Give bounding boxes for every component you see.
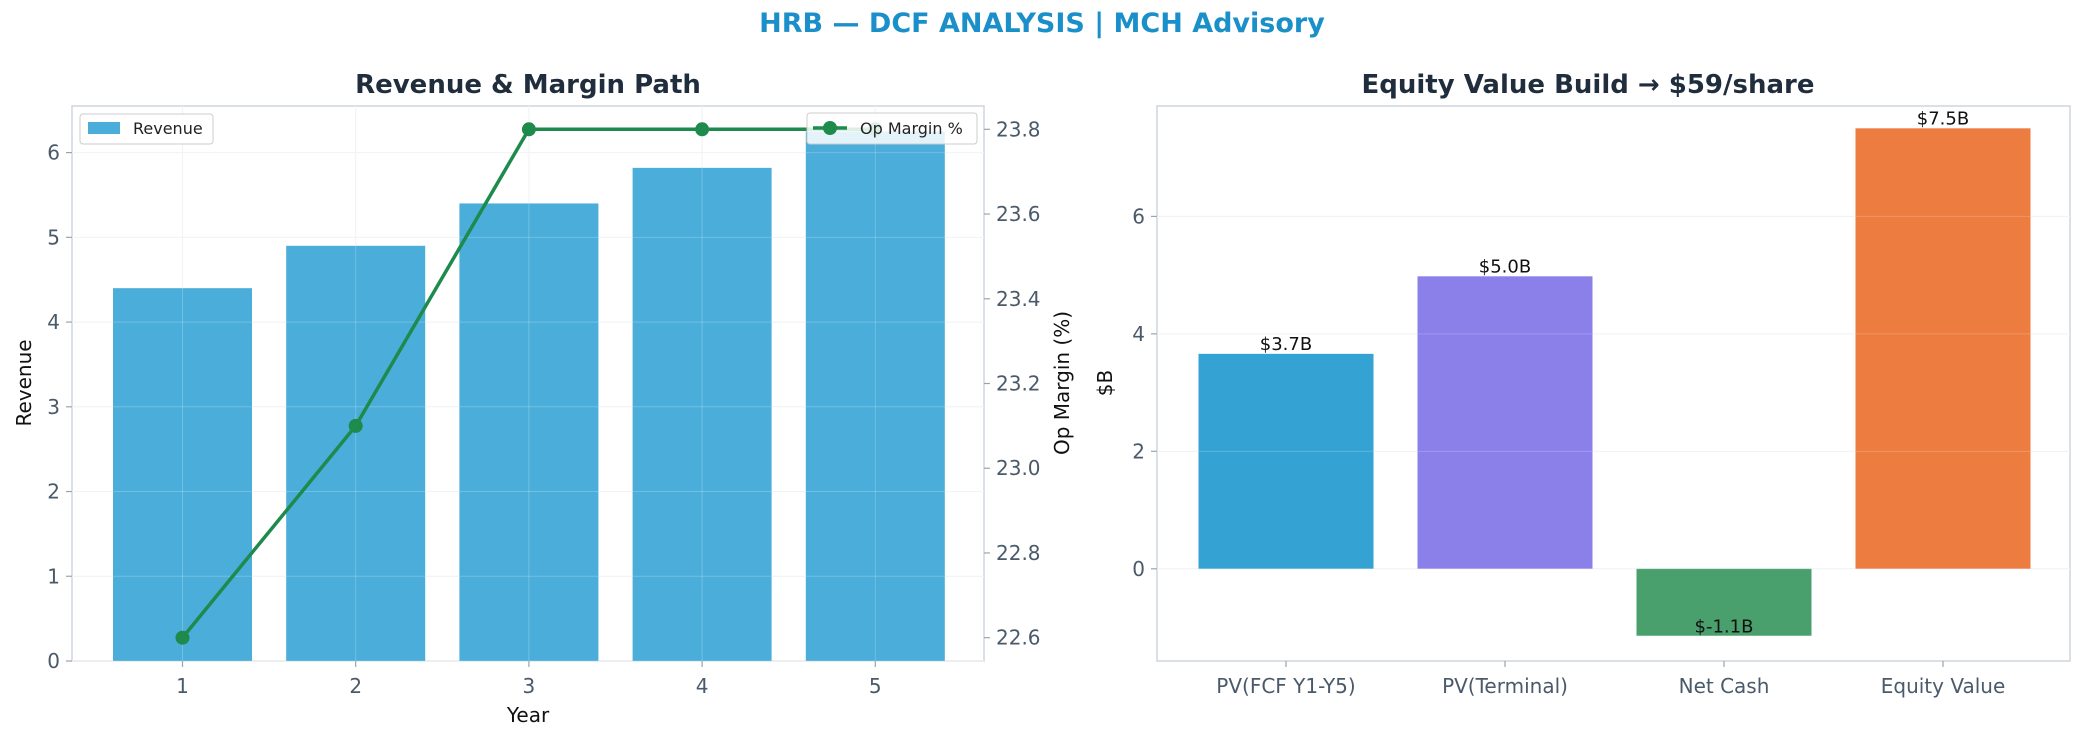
revenue-bar: [632, 167, 772, 661]
op-margin-point: [521, 122, 536, 137]
figure-title: HRB — DCF ANALYSIS | MCH Advisory: [759, 8, 1325, 39]
revenue-legend-label: Revenue: [133, 119, 203, 138]
op-margin-y-tick-label: 23.6: [996, 202, 1041, 226]
revenue-bar: [113, 288, 252, 661]
equity-bar-value-label: $-1.1B: [1695, 617, 1754, 638]
op-margin-legend-label: Op Margin %: [860, 119, 963, 138]
revenue-bar: [459, 203, 599, 661]
revenue-y-tick-label: 6: [47, 141, 60, 165]
equity-y-axis-label: $B: [1093, 370, 1117, 396]
year-tick-label: 4: [696, 674, 709, 698]
year-tick-label: 1: [176, 674, 189, 698]
year-tick-label: 5: [869, 674, 882, 698]
revenue-y-tick-label: 4: [47, 310, 60, 334]
equity-y-tick-label: 0: [1132, 557, 1145, 581]
year-tick-label: 3: [523, 674, 536, 698]
op-margin-point: [695, 122, 710, 137]
year-tick-label: 2: [349, 674, 362, 698]
equity-x-tick-label: Net Cash: [1679, 674, 1770, 698]
equity-chart-title: Equity Value Build → $59/share: [1362, 70, 1815, 100]
revenue-bar: [286, 245, 426, 662]
revenue-y-tick-label: 3: [47, 395, 60, 419]
revenue-legend-swatch: [88, 122, 120, 134]
revenue-y-tick-label: 1: [47, 564, 60, 588]
revenue-bars: [72, 106, 984, 662]
revenue-y-tick-label: 5: [47, 225, 60, 249]
revenue-legend-box: [79, 113, 214, 145]
op-margin-legend-marker: [823, 121, 837, 135]
op-margin-y-tick-label: 23.4: [996, 287, 1041, 311]
equity-y-tick-label: 6: [1132, 204, 1145, 228]
op-margin-legend-box: [806, 112, 978, 145]
op-margin-y-tick-label: 23.2: [996, 372, 1041, 396]
equity-build-chart: Equity Value Build → $59/share $3.7B $5.0…: [1093, 70, 2071, 698]
op-margin-y-tick-label: 22.6: [996, 626, 1041, 650]
op-margin-legend: Op Margin %: [806, 112, 978, 145]
equity-x-tick-label: PV(Terminal): [1442, 674, 1568, 698]
equity-bar: [1636, 568, 1812, 636]
equity-y-ticks: 0 2 4 6: [1132, 204, 1157, 581]
op-margin-y-tick-label: 23.8: [996, 117, 1041, 141]
equity-bar-value-label: $7.5B: [1917, 108, 1969, 129]
equity-y-tick-label: 4: [1132, 322, 1145, 346]
equity-x-tick-label: PV(FCF Y1-Y5): [1216, 674, 1355, 698]
op-margin-y-tick-label: 22.8: [996, 541, 1041, 565]
year-x-ticks: 1 2 3 4 5: [176, 661, 882, 698]
op-margin-y-axis-label: Op Margin (%): [1050, 311, 1074, 455]
op-margin-y-tick-label: 23.0: [996, 456, 1041, 480]
equity-bars: $3.7B $5.0B $-1.1B $7.5B: [1157, 108, 2070, 638]
op-margin-y-ticks: 22.6 22.8 23.0 23.2 23.4 23.6 23.8: [984, 117, 1041, 650]
revenue-y-tick-label: 0: [47, 649, 60, 673]
equity-bar: [1417, 276, 1593, 569]
equity-bar: [1198, 353, 1374, 569]
revenue-y-ticks: 0 1 2 3 4 5 6: [47, 141, 72, 673]
equity-bar-value-label: $5.0B: [1479, 256, 1531, 277]
equity-y-tick-label: 2: [1132, 439, 1145, 463]
equity-bar: [1855, 128, 2031, 569]
equity-x-ticks: PV(FCF Y1-Y5) PV(Terminal) Net Cash Equity …: [1216, 661, 2005, 698]
equity-bar-value-label: $3.7B: [1260, 334, 1312, 355]
op-margin-point: [348, 418, 363, 433]
revenue-legend: Revenue: [79, 113, 214, 145]
revenue-bar: [805, 131, 945, 661]
equity-x-tick-label: Equity Value: [1881, 674, 2006, 698]
revenue-y-axis-label: Revenue: [12, 339, 36, 426]
revenue-x-axis-label: Year: [506, 703, 550, 727]
revenue-chart-title: Revenue & Margin Path: [355, 70, 701, 100]
revenue-y-tick-label: 2: [47, 480, 60, 504]
op-margin-point: [175, 630, 190, 645]
